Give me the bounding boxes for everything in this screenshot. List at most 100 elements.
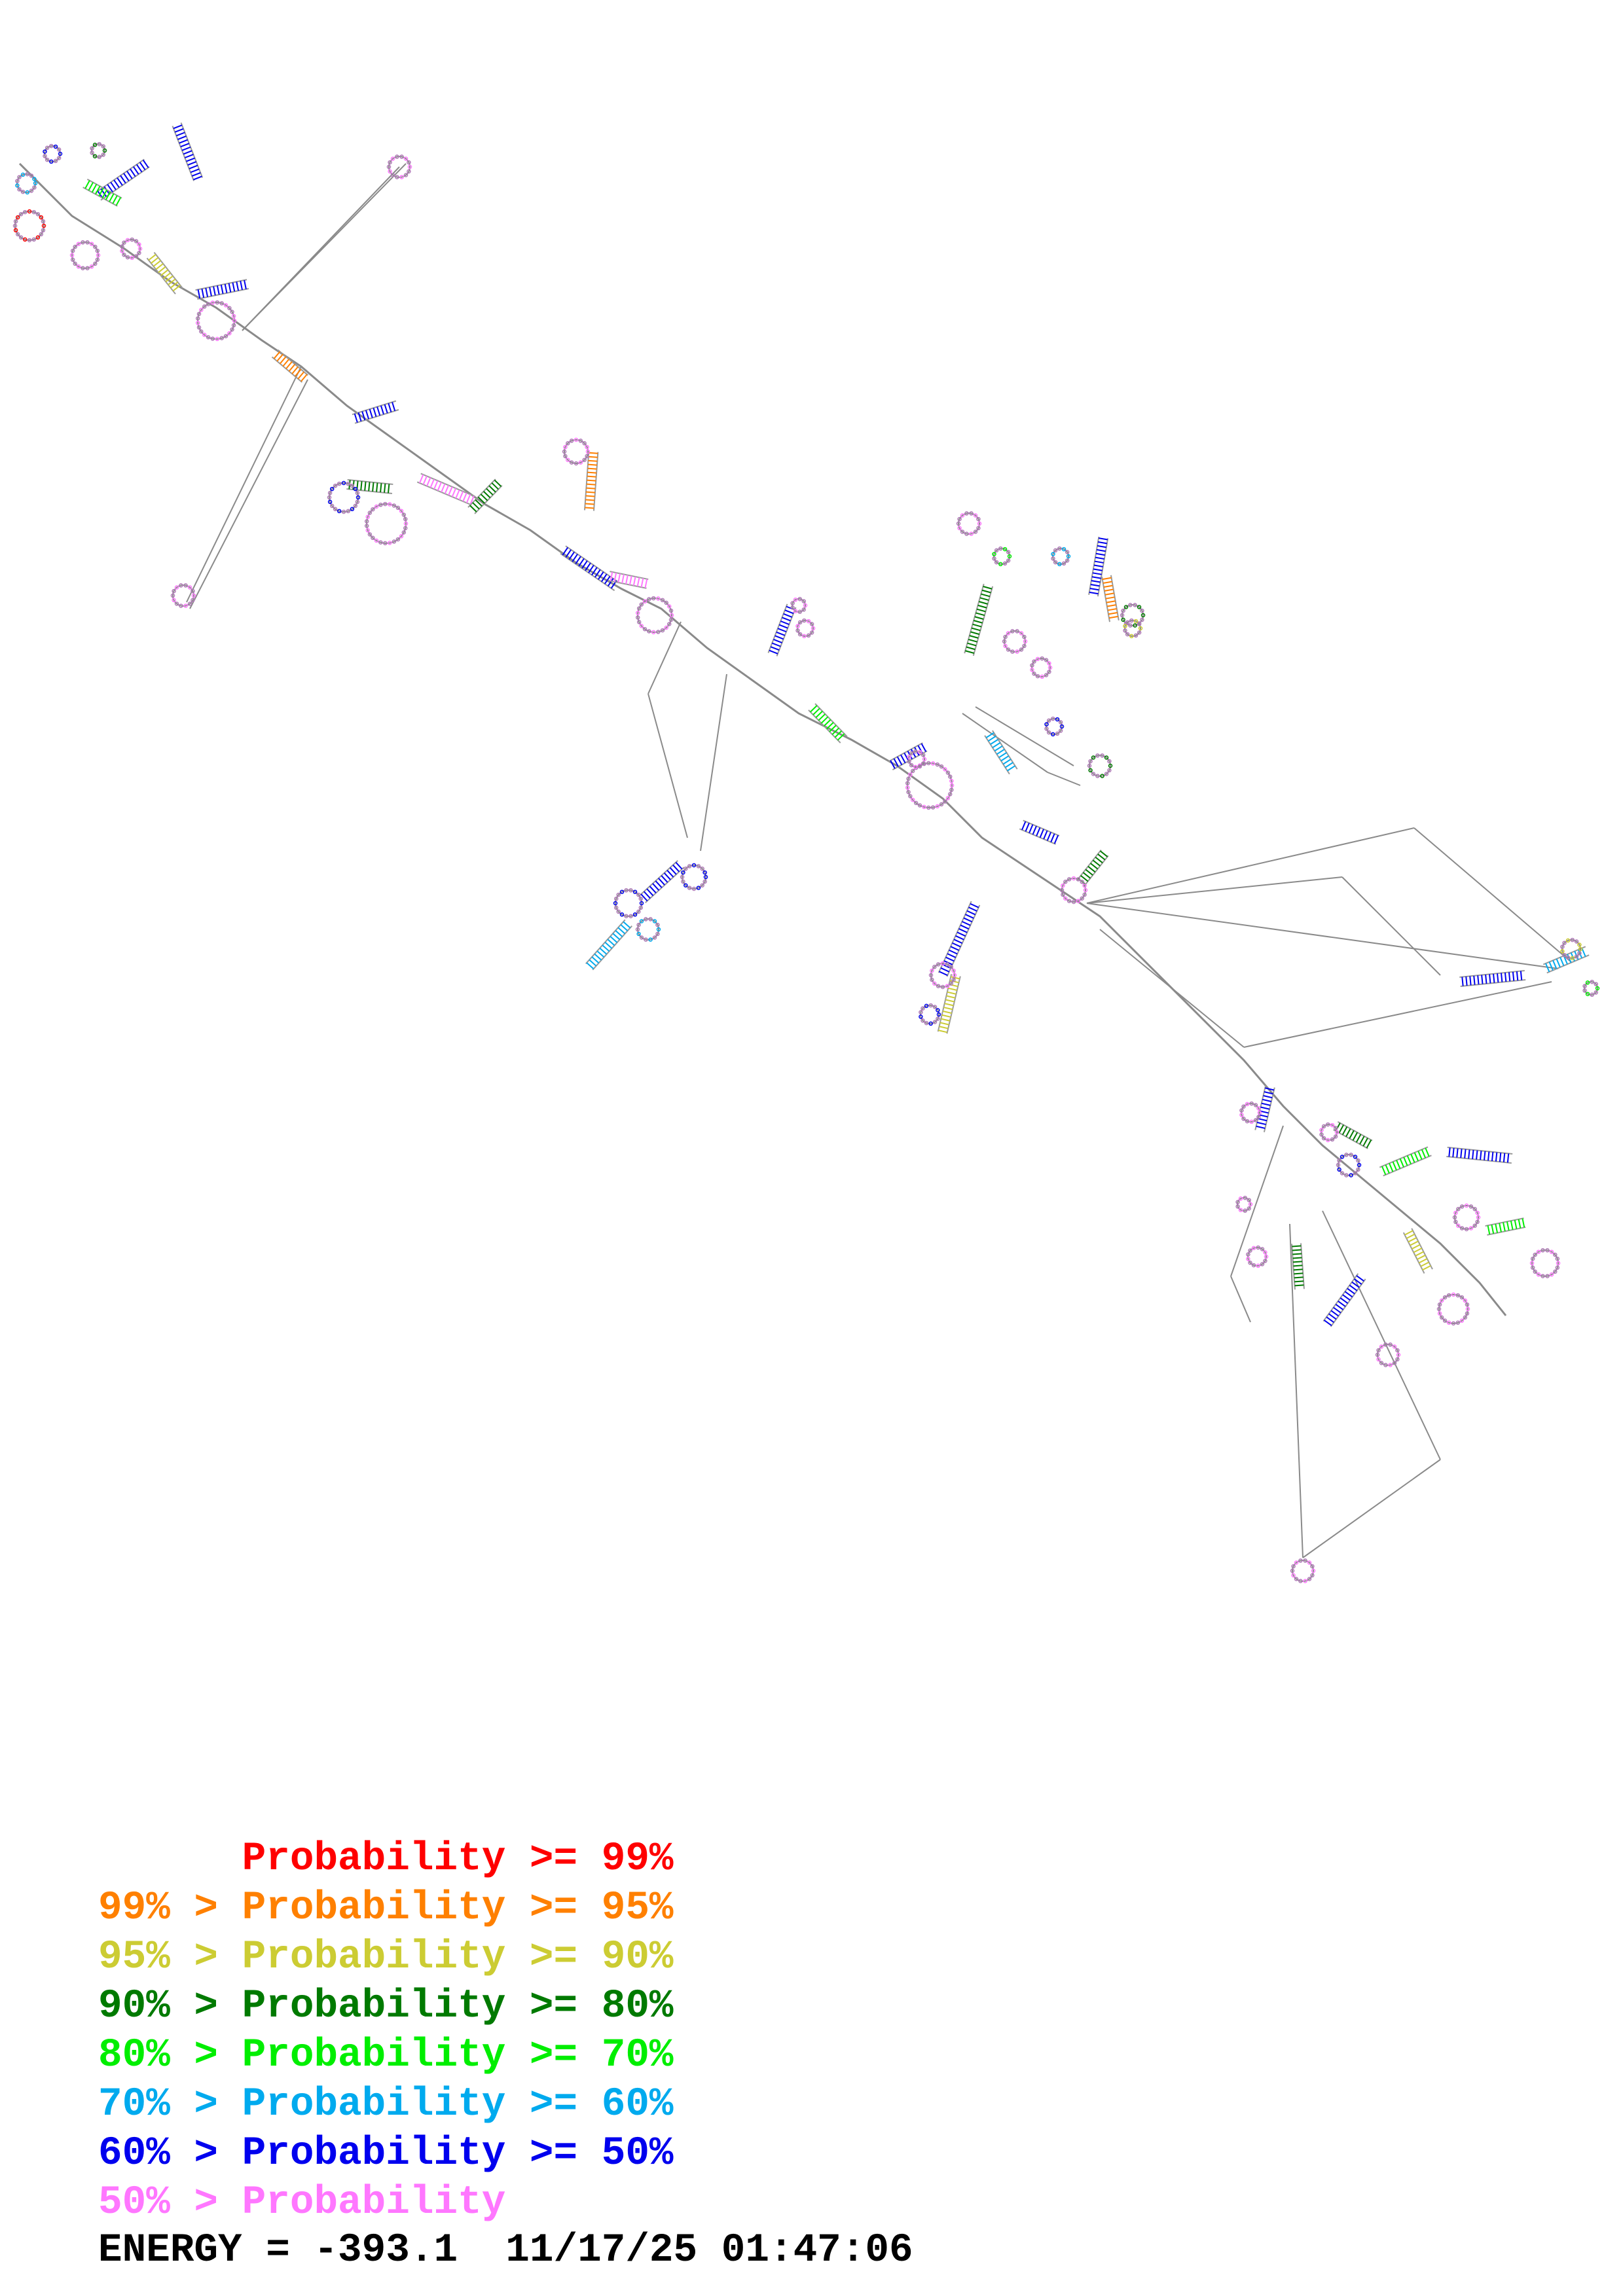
backbone-link [962, 713, 1048, 773]
backbone-link [1322, 1210, 1441, 1460]
backbone-link [1086, 876, 1343, 904]
backbone-link [975, 706, 1074, 766]
helix-stem [938, 901, 981, 977]
helix-stem [195, 279, 249, 300]
legend-entry: 60% > Probability >= 50% [98, 2131, 674, 2176]
hairpin-loop [1120, 603, 1146, 628]
legend-entry: Probability >= 99% [98, 1837, 674, 1882]
helix-stem [352, 400, 399, 424]
backbone-link [1341, 876, 1441, 976]
hairpin-loop [1319, 1122, 1340, 1143]
energy-timestamp-label: ENERGY = -393.1 11/17/25 01:47:06 [98, 2228, 913, 2273]
helix-stem [1485, 1217, 1526, 1236]
hairpin-loop [15, 171, 38, 195]
helix-stem [1446, 1147, 1513, 1164]
hairpin-loop [1051, 546, 1071, 567]
helix-stem [1291, 1243, 1305, 1290]
helix-stem [1459, 970, 1526, 987]
helix-stems [82, 122, 1590, 1327]
hairpin-loop [1123, 618, 1143, 639]
helix-stem [271, 349, 309, 383]
helix-stem [1088, 536, 1109, 597]
hairpin-loop [386, 154, 412, 179]
helix-stem [1402, 1228, 1433, 1274]
hairpin-loop [1002, 629, 1028, 654]
hairpin-loop [928, 961, 957, 990]
legend-entry: 50% > Probability [98, 2180, 506, 2225]
backbone-link [1230, 1276, 1251, 1323]
backbone-long-links [186, 163, 1572, 1558]
hairpin-loop [1452, 1203, 1481, 1232]
hairpin-loop [364, 501, 409, 546]
hairpin-loop [1582, 979, 1600, 997]
legend-entry: 95% > Probability >= 90% [98, 1935, 674, 1980]
hairpin-loop [919, 1003, 941, 1026]
backbone-link [1086, 903, 1559, 969]
backbone-link [1413, 827, 1572, 963]
hairpin-loop [1030, 656, 1053, 679]
hairpin-loop [1246, 1245, 1269, 1268]
hairpin-loop [170, 583, 196, 608]
legend-entry: 80% > Probability >= 70% [98, 2033, 674, 2078]
helix-stem [1322, 1273, 1366, 1327]
hairpin-loop [12, 209, 46, 243]
hairpin-loop [790, 596, 808, 615]
backbone-link [1243, 981, 1552, 1048]
helix-stem [95, 158, 150, 201]
legend-entry: 70% > Probability >= 60% [98, 2082, 674, 2127]
hairpin-loops [12, 141, 1600, 1583]
helix-stem [560, 545, 621, 592]
helix-stem [1333, 1121, 1373, 1149]
helix-stem [584, 451, 599, 511]
helix-stem [1542, 946, 1590, 974]
backbone-link [242, 163, 407, 331]
backbone-path [18, 162, 1507, 1316]
backbone-link [647, 621, 682, 694]
hairpin-loop [195, 300, 237, 342]
legend-entry: 99% > Probability >= 95% [98, 1886, 674, 1931]
helix-stem [416, 473, 476, 506]
helix-stem [82, 178, 122, 207]
hairpin-loop [1336, 1153, 1362, 1177]
backbone-link [1289, 1223, 1304, 1558]
hairpin-loop [69, 240, 101, 270]
hairpin-loop [1529, 1248, 1561, 1278]
hairpin-loop [1375, 1342, 1401, 1367]
helix-stem [638, 860, 685, 903]
helix-stem [172, 122, 204, 181]
helix-stem [808, 703, 848, 744]
hairpin-loop [43, 143, 63, 164]
hairpin-loop [992, 546, 1012, 567]
helix-stem [984, 730, 1018, 775]
hairpin-loop [1560, 937, 1583, 961]
hairpin-loop [90, 141, 107, 160]
hairpin-loop [795, 618, 816, 639]
helix-stem [608, 571, 649, 589]
hairpin-loop [1087, 753, 1113, 778]
hairpin-loop [562, 437, 591, 466]
helix-stem [467, 478, 503, 514]
hairpin-loop [1290, 1558, 1316, 1583]
helix-stem [964, 583, 994, 656]
hairpin-loop [120, 237, 143, 260]
hairpin-loop [613, 888, 644, 918]
hairpin-loop [635, 917, 661, 942]
hairpin-loop [905, 761, 955, 810]
backbone-trunk [18, 162, 1507, 1316]
backbone-link [1047, 772, 1081, 786]
backbone-link [700, 673, 727, 852]
helix-stem [1101, 575, 1120, 622]
hairpin-loop [956, 511, 982, 536]
hairpin-loop [1235, 1195, 1253, 1213]
hairpin-loop [1239, 1101, 1262, 1124]
helix-stem [1076, 850, 1109, 887]
backbone-link [186, 366, 302, 603]
helix-stem [146, 252, 183, 295]
hairpin-loop [680, 863, 708, 891]
helix-stem [1379, 1146, 1432, 1177]
backbone-link [1302, 1459, 1441, 1558]
rna-structure-diagram [12, 122, 1600, 1583]
helix-stem [767, 603, 797, 656]
legend-entry: 90% > Probability >= 80% [98, 1984, 674, 2029]
hairpin-loop [1059, 876, 1088, 905]
